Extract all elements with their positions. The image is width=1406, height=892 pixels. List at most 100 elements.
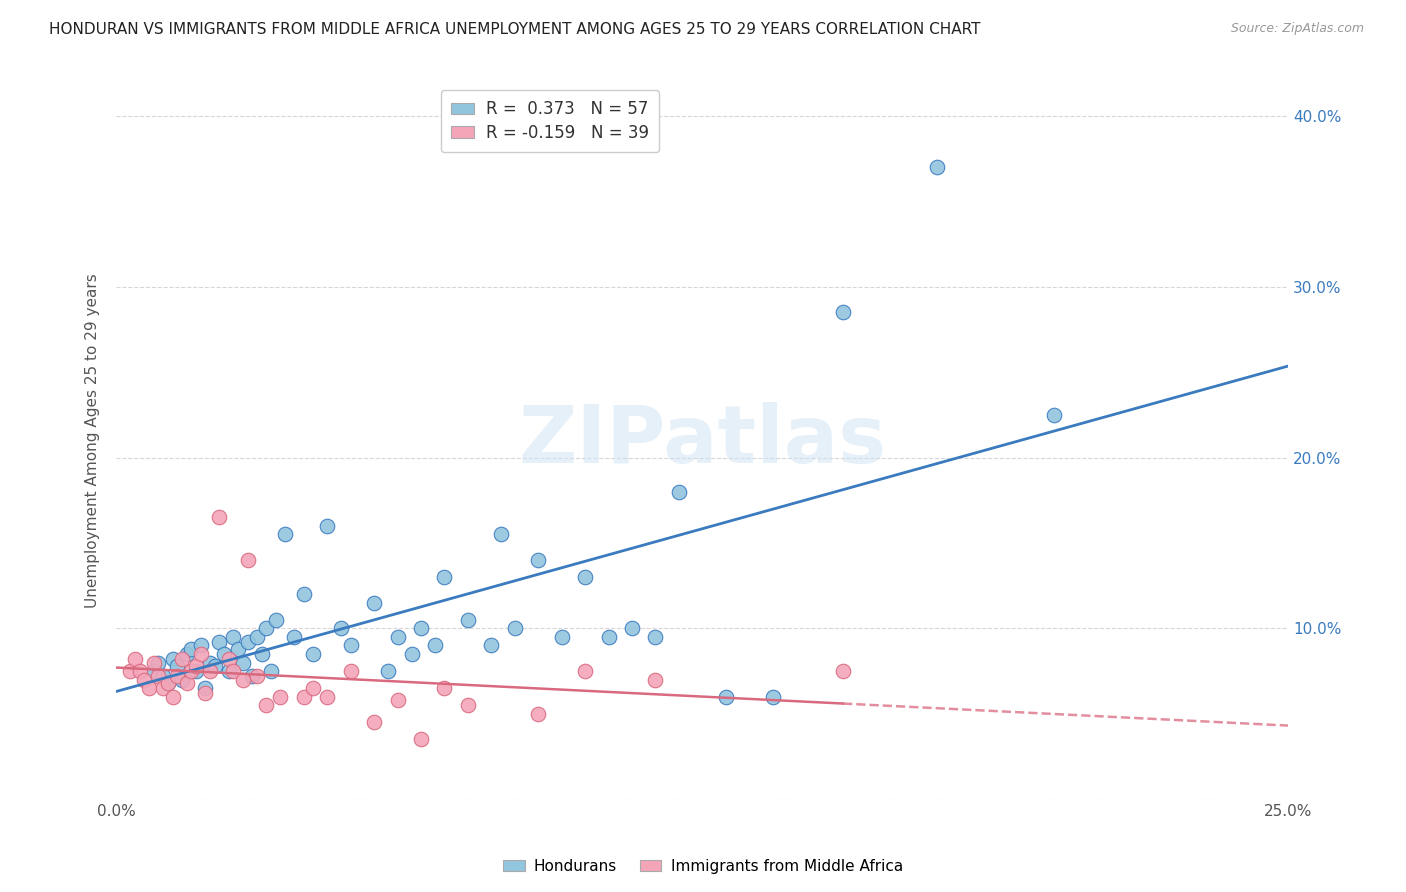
Point (232, 673, 254, 687)
Point (208, 510, 231, 524)
Point (222, 664, 245, 678)
Point (644, 630, 666, 644)
Legend: R =  0.373   N = 57, R = -0.159   N = 39: R = 0.373 N = 57, R = -0.159 N = 39 (441, 90, 659, 152)
Point (246, 630, 269, 644)
Point (222, 630, 245, 644)
Point (170, 673, 193, 687)
Point (503, 621, 526, 635)
Point (194, 686, 217, 700)
Point (363, 596, 385, 610)
Point (170, 652, 193, 666)
Point (387, 630, 409, 644)
Point (457, 613, 479, 627)
Point (274, 527, 297, 541)
Point (128, 664, 150, 678)
Point (527, 553, 550, 567)
Point (236, 635, 259, 649)
Point (218, 652, 240, 666)
Point (190, 647, 212, 661)
Point (330, 621, 353, 635)
Point (166, 659, 188, 673)
Point (433, 681, 456, 695)
Point (527, 706, 550, 721)
Point (180, 664, 202, 678)
Point (250, 647, 273, 661)
Point (148, 656, 170, 670)
Point (162, 690, 184, 704)
Point (644, 673, 666, 687)
Point (184, 664, 207, 678)
Point (401, 647, 423, 661)
Point (925, 161, 948, 175)
Point (316, 690, 339, 704)
Point (574, 664, 596, 678)
Point (574, 570, 596, 584)
Point (194, 681, 217, 695)
Point (339, 639, 361, 653)
Point (762, 690, 785, 704)
Point (152, 681, 174, 695)
Point (204, 659, 226, 673)
Point (316, 519, 339, 533)
Point (409, 621, 432, 635)
Point (208, 635, 231, 649)
Point (190, 639, 212, 653)
Point (302, 647, 325, 661)
Point (254, 621, 277, 635)
Point (269, 690, 291, 704)
Point (166, 669, 188, 683)
Point (292, 587, 315, 601)
Point (254, 698, 277, 713)
Point (409, 732, 432, 747)
Point (138, 681, 160, 695)
Point (240, 669, 263, 683)
Point (283, 630, 305, 644)
Point (423, 639, 446, 653)
Y-axis label: Unemployment Among Ages 25 to 29 years: Unemployment Among Ages 25 to 29 years (86, 273, 100, 608)
Point (142, 664, 165, 678)
Point (832, 664, 855, 678)
Point (232, 656, 254, 670)
Point (120, 664, 142, 678)
Point (832, 305, 855, 319)
Point (152, 669, 174, 683)
Point (668, 484, 690, 499)
Point (142, 656, 165, 670)
Point (1043, 408, 1066, 422)
Point (180, 641, 202, 656)
Point (134, 673, 156, 687)
Point (218, 664, 240, 678)
Point (148, 669, 170, 683)
Point (246, 669, 269, 683)
Point (156, 676, 179, 690)
Legend: Hondurans, Immigrants from Middle Africa: Hondurans, Immigrants from Middle Africa (498, 853, 908, 880)
Text: Source: ZipAtlas.com: Source: ZipAtlas.com (1230, 22, 1364, 36)
Point (457, 698, 479, 713)
Point (162, 652, 184, 666)
Point (363, 715, 385, 730)
Point (264, 613, 287, 627)
Point (339, 664, 361, 678)
Point (387, 693, 409, 707)
Text: HONDURAN VS IMMIGRANTS FROM MIDDLE AFRICA UNEMPLOYMENT AMONG AGES 25 TO 29 YEARS: HONDURAN VS IMMIGRANTS FROM MIDDLE AFRIC… (49, 22, 981, 37)
Point (176, 647, 198, 661)
Point (292, 690, 315, 704)
Point (236, 553, 259, 567)
Text: ZIPatlas: ZIPatlas (519, 401, 886, 480)
Point (550, 630, 572, 644)
Point (156, 676, 179, 690)
Point (184, 659, 207, 673)
Point (479, 639, 502, 653)
Point (260, 664, 283, 678)
Point (598, 630, 620, 644)
Point (302, 681, 325, 695)
Point (621, 621, 644, 635)
Point (198, 664, 221, 678)
Point (198, 656, 221, 670)
Point (489, 527, 512, 541)
Point (124, 652, 146, 666)
Point (176, 676, 198, 690)
Point (212, 647, 235, 661)
Point (714, 690, 737, 704)
Point (377, 664, 399, 678)
